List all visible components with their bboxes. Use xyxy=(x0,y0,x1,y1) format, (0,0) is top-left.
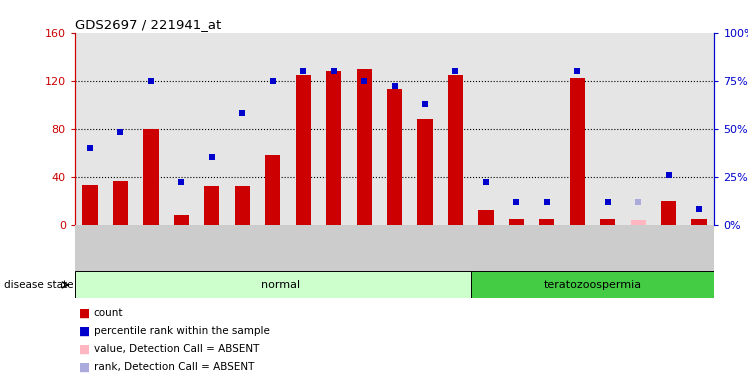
Bar xyxy=(75,33,105,225)
Bar xyxy=(166,33,197,225)
Bar xyxy=(478,210,494,225)
Bar xyxy=(501,33,532,225)
Bar xyxy=(631,220,646,225)
Bar xyxy=(174,215,189,225)
Text: count: count xyxy=(94,308,123,318)
Text: GDS2697 / 221941_at: GDS2697 / 221941_at xyxy=(75,18,221,31)
Bar xyxy=(357,69,372,225)
Bar xyxy=(204,186,219,225)
Text: value, Detection Call = ABSENT: value, Detection Call = ABSENT xyxy=(94,344,259,354)
Bar xyxy=(448,74,463,225)
Bar xyxy=(410,33,441,225)
Bar xyxy=(113,182,128,225)
Bar xyxy=(417,119,432,225)
Bar xyxy=(684,33,714,225)
Bar xyxy=(600,218,616,225)
Bar xyxy=(326,71,341,225)
Bar xyxy=(654,33,684,225)
Text: normal: normal xyxy=(261,280,300,290)
Text: disease state: disease state xyxy=(4,280,73,290)
Bar xyxy=(295,74,311,225)
Bar xyxy=(288,33,319,225)
Bar xyxy=(661,201,676,225)
Bar xyxy=(82,185,98,225)
Bar xyxy=(105,33,135,225)
Bar xyxy=(532,33,562,225)
Bar xyxy=(235,186,250,225)
Bar xyxy=(257,33,288,225)
Bar xyxy=(349,33,379,225)
Text: ■: ■ xyxy=(79,306,90,319)
Bar xyxy=(319,33,349,225)
Text: rank, Detection Call = ABSENT: rank, Detection Call = ABSENT xyxy=(94,362,254,372)
Bar xyxy=(592,33,623,225)
Text: ■: ■ xyxy=(79,361,90,374)
Bar xyxy=(441,33,470,225)
Bar xyxy=(539,218,554,225)
Bar xyxy=(135,33,166,225)
Bar xyxy=(570,78,585,225)
Text: ■: ■ xyxy=(79,324,90,338)
Bar xyxy=(387,89,402,225)
FancyBboxPatch shape xyxy=(470,271,714,298)
Bar xyxy=(691,218,707,225)
Bar xyxy=(144,129,159,225)
Bar xyxy=(623,33,654,225)
Bar xyxy=(379,33,410,225)
Bar xyxy=(509,218,524,225)
Bar xyxy=(470,33,501,225)
Bar xyxy=(227,33,257,225)
Bar xyxy=(562,33,592,225)
Text: teratozoospermia: teratozoospermia xyxy=(544,280,642,290)
FancyBboxPatch shape xyxy=(75,271,470,298)
Bar xyxy=(197,33,227,225)
Text: percentile rank within the sample: percentile rank within the sample xyxy=(94,326,269,336)
Text: ■: ■ xyxy=(79,343,90,356)
Bar xyxy=(265,155,280,225)
